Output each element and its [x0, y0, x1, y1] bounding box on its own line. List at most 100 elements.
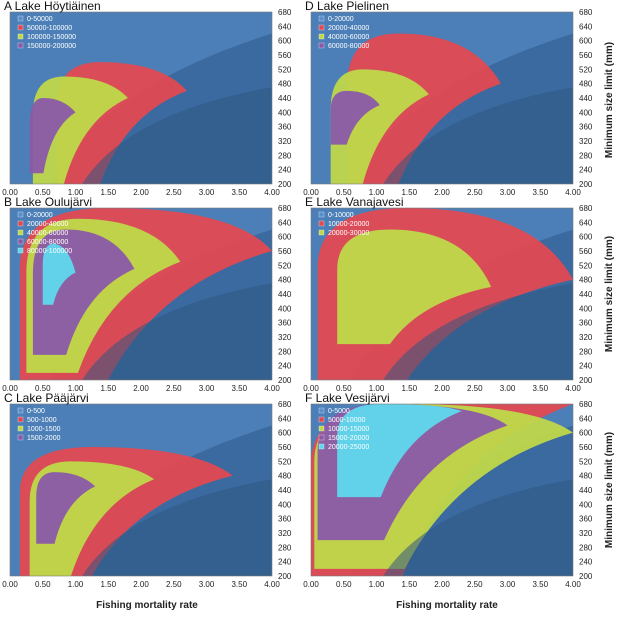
x-tick-label: 4.00: [264, 384, 280, 393]
panel-0: A Lake Höytiäinen 0.00 0.50 1.00 1.50 2.00 2.5…: [2, 0, 292, 197]
legend: 0-20000 20000-40000 40000-60000 60000-80000: [318, 15, 369, 50]
legend-label: 15000-20000: [328, 435, 369, 442]
legend-label: 0-5000: [328, 408, 350, 415]
x-tick-label: 2.00: [133, 188, 149, 197]
y-tick-label: 320: [278, 529, 292, 538]
y-tick-label: 240: [579, 558, 593, 567]
y-tick-label: 480: [278, 472, 292, 481]
x-tick-label: 0.50: [336, 580, 352, 589]
legend-label: 40000-60000: [27, 230, 68, 237]
y-tick-label: 240: [278, 362, 292, 371]
y-tick-label: 640: [579, 414, 593, 423]
y-tick-label: 360: [278, 515, 292, 524]
band-region-1: [347, 33, 501, 184]
legend: 0-5000 5000-10000 10000-15000 15000-20000 20…: [318, 407, 369, 451]
y-tick-label: 680: [278, 8, 292, 17]
x-tick-label: 0.00: [2, 188, 18, 197]
legend-label: 60000-80000: [27, 239, 68, 246]
y-tick-label: 440: [579, 486, 593, 495]
band-region-4: [42, 243, 76, 305]
y-tick-label: 200: [579, 376, 593, 385]
x-tick-label: 1.00: [369, 580, 385, 589]
legend-swatch: [318, 220, 325, 227]
legend-label: 10000-15000: [328, 426, 369, 433]
x-tick-label: 3.50: [231, 580, 247, 589]
y-tick-label: 480: [278, 276, 292, 285]
y-tick-label: 280: [579, 543, 593, 552]
y-tick-label: 200: [579, 180, 593, 189]
y-tick-label: 560: [579, 51, 593, 60]
legend-label: 60000-80000: [328, 43, 369, 50]
legend: 0-500 500-1000 1000-1500 1500-2000: [17, 407, 61, 442]
legend-label: 10000-20000: [328, 221, 369, 228]
y-tick-label: 560: [278, 443, 292, 452]
legend-swatch: [318, 33, 325, 40]
y-tick-label: 680: [278, 400, 292, 409]
x-tick-label: 0.00: [303, 580, 319, 589]
legend-label: 0-50000: [27, 16, 53, 23]
y-tick-label: 560: [278, 51, 292, 60]
x-tick-label: 3.00: [199, 188, 215, 197]
legend-swatch: [318, 15, 325, 22]
band-region-3: [36, 472, 96, 544]
x-tick-label: 3.00: [500, 188, 516, 197]
legend-label: 40000-60000: [328, 34, 369, 41]
legend-label: 150000-200000: [27, 43, 76, 50]
y-tick-label: 640: [579, 22, 593, 31]
y-tick-label: 320: [579, 333, 593, 342]
legend-swatch: [17, 229, 24, 236]
y-tick-label: 240: [579, 362, 593, 371]
x-tick-label: 1.00: [68, 384, 84, 393]
y-tick-label: 280: [579, 347, 593, 356]
y-tick-label: 640: [579, 218, 593, 227]
band-region-3: [29, 98, 76, 174]
legend-swatch: [318, 24, 325, 31]
y-tick-label: 440: [579, 290, 593, 299]
x-tick-label: 2.00: [434, 384, 450, 393]
x-axis-label-left: Fishing mortality rate: [96, 600, 198, 611]
y-tick-label: 200: [278, 376, 292, 385]
legend-swatch: [318, 211, 325, 218]
panel-title: B Lake Oulujärvi: [4, 195, 92, 209]
y-tick-label: 640: [278, 218, 292, 227]
shadow-region: [383, 87, 573, 184]
legend-swatch: [318, 416, 325, 423]
legend-swatch: [318, 443, 325, 450]
y-tick-label: 360: [278, 123, 292, 132]
y-tick-label: 320: [579, 137, 593, 146]
x-tick-label: 2.00: [434, 188, 450, 197]
y-tick-label: 600: [278, 233, 292, 242]
y-axis-label-bottom: Minimum size limit (mm): [604, 432, 615, 548]
legend-swatch: [17, 247, 24, 254]
y-tick-label: 280: [278, 151, 292, 160]
legend-label: 1500-2000: [27, 435, 61, 442]
legend: 0-10000 10000-20000 20000-30000: [318, 211, 369, 237]
x-tick-label: 1.50: [401, 384, 417, 393]
legend-swatch: [17, 42, 24, 49]
x-tick-label: 1.50: [100, 188, 116, 197]
legend-swatch: [17, 33, 24, 40]
x-tick-label: 0.00: [303, 188, 319, 197]
x-tick-label: 1.50: [100, 580, 116, 589]
y-tick-label: 520: [278, 457, 292, 466]
y-tick-label: 680: [579, 8, 593, 17]
y-tick-label: 440: [579, 94, 593, 103]
y-tick-label: 360: [579, 319, 593, 328]
x-tick-label: 2.50: [166, 188, 182, 197]
shadow-region: [82, 479, 272, 576]
legend-swatch: [17, 434, 24, 441]
x-tick-label: 2.50: [467, 384, 483, 393]
legend-label: 50000-100000: [27, 25, 72, 32]
x-tick-label: 3.00: [500, 384, 516, 393]
panel-2: C Lake Pääjärvi 0.00 0.50 1.00 1.50 2.00 2.50 3…: [2, 391, 292, 589]
legend-label: 1000-1500: [27, 426, 61, 433]
x-tick-label: 2.00: [434, 580, 450, 589]
x-tick-label: 0.50: [336, 188, 352, 197]
y-tick-label: 280: [278, 347, 292, 356]
y-tick-label: 440: [278, 94, 292, 103]
y-tick-label: 400: [579, 304, 593, 313]
y-tick-label: 360: [579, 515, 593, 524]
y-tick-label: 240: [278, 558, 292, 567]
x-tick-label: 4.00: [264, 188, 280, 197]
y-tick-label: 400: [278, 304, 292, 313]
